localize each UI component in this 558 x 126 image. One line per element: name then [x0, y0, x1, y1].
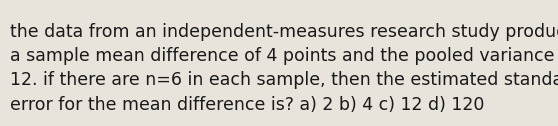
Text: the data from an independent-measures research study produce
a sample mean diffe: the data from an independent-measures re…: [10, 23, 558, 114]
